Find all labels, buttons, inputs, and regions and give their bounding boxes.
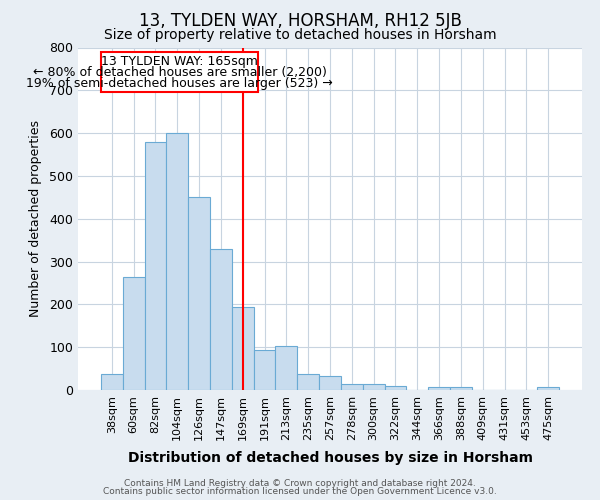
Bar — [188, 198, 210, 390]
Bar — [232, 306, 254, 390]
Bar — [123, 276, 145, 390]
Bar — [385, 386, 406, 390]
Text: ← 80% of detached houses are smaller (2,200): ← 80% of detached houses are smaller (2,… — [32, 66, 326, 80]
Text: Contains HM Land Registry data © Crown copyright and database right 2024.: Contains HM Land Registry data © Crown c… — [124, 478, 476, 488]
Bar — [145, 142, 166, 390]
Bar — [254, 350, 275, 390]
Text: Size of property relative to detached houses in Horsham: Size of property relative to detached ho… — [104, 28, 496, 42]
X-axis label: Distribution of detached houses by size in Horsham: Distribution of detached houses by size … — [128, 451, 533, 465]
Text: 13 TYLDEN WAY: 165sqm: 13 TYLDEN WAY: 165sqm — [101, 55, 258, 68]
Bar — [428, 387, 450, 390]
Bar — [319, 376, 341, 390]
Text: 19% of semi-detached houses are larger (523) →: 19% of semi-detached houses are larger (… — [26, 78, 333, 90]
Bar — [166, 133, 188, 390]
Bar — [450, 387, 472, 390]
Bar — [210, 248, 232, 390]
Bar — [363, 384, 385, 390]
Y-axis label: Number of detached properties: Number of detached properties — [29, 120, 42, 318]
Text: 13, TYLDEN WAY, HORSHAM, RH12 5JB: 13, TYLDEN WAY, HORSHAM, RH12 5JB — [139, 12, 461, 30]
Bar — [537, 387, 559, 390]
Bar — [297, 374, 319, 390]
Bar — [101, 374, 123, 390]
FancyBboxPatch shape — [101, 52, 258, 92]
Bar — [275, 346, 297, 390]
Text: Contains public sector information licensed under the Open Government Licence v3: Contains public sector information licen… — [103, 487, 497, 496]
Bar — [341, 384, 363, 390]
